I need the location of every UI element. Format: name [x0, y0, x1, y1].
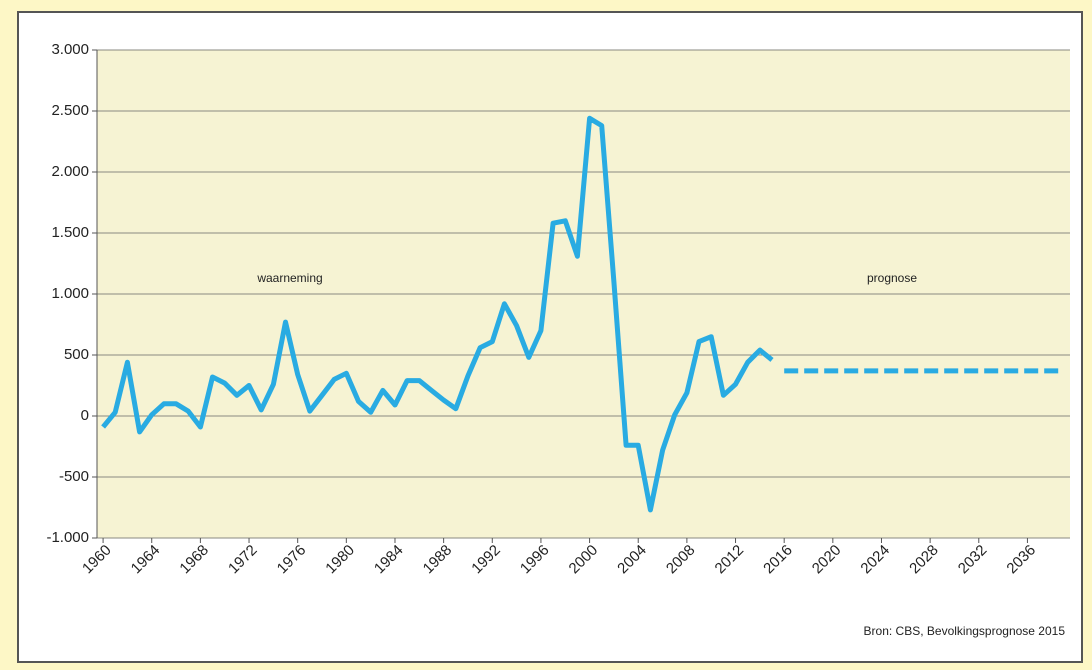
y-tick-label: -1.000	[46, 529, 89, 546]
series-label: waarneming	[256, 271, 322, 285]
y-tick-label: 1.000	[51, 285, 89, 302]
y-tick-label: 3.000	[51, 41, 89, 58]
y-tick-label: 500	[64, 346, 89, 363]
y-tick-label: 0	[81, 407, 89, 424]
y-tick-label: 2.000	[51, 163, 89, 180]
y-tick-label: -500	[59, 468, 89, 485]
y-tick-label: 2.500	[51, 102, 89, 119]
y-tick-label: 1.500	[51, 224, 89, 241]
series-label: prognose	[867, 271, 917, 285]
data-line	[101, 115, 774, 513]
source-note: Bron: CBS, Bevolkingsprognose 2015	[864, 624, 1066, 638]
